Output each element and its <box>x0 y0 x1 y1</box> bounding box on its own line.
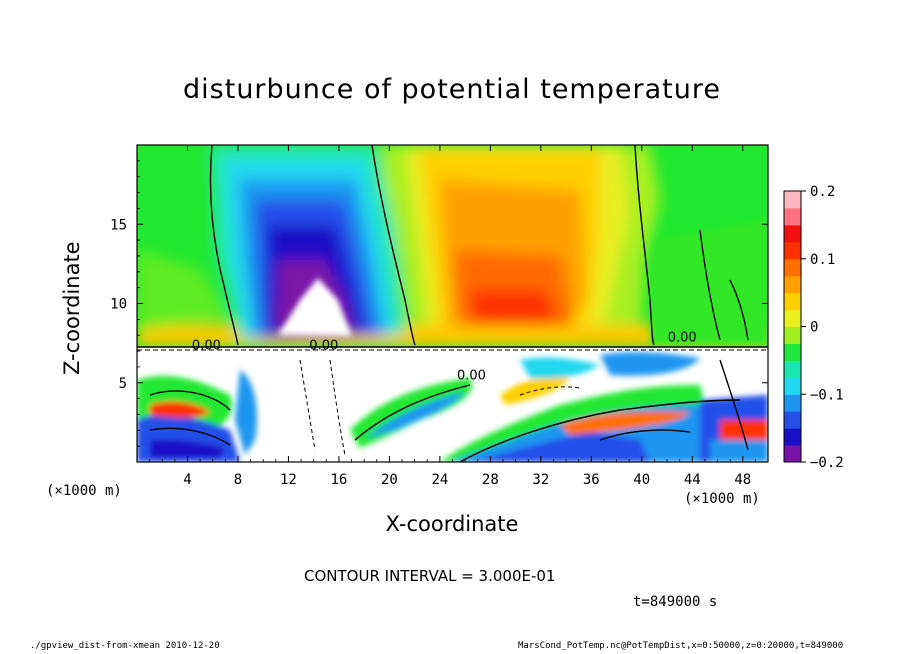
x-tick-label: 40 <box>633 472 650 488</box>
x-tick-label: 36 <box>583 472 600 488</box>
colorbar-swatch <box>784 191 801 209</box>
colorbar-swatch <box>784 411 801 429</box>
x-unit-label-right: (×1000 m) <box>684 491 760 507</box>
colorbar-swatch <box>784 360 801 378</box>
contour-label: 0.00 <box>457 369 486 384</box>
colorbar-swatch <box>784 275 801 294</box>
x-tick-label: 44 <box>684 472 701 488</box>
x-tick-label: 20 <box>381 472 398 488</box>
x-unit-label-left: (×1000 m) <box>46 483 122 499</box>
colorbar-swatch <box>784 428 801 446</box>
contour-label: 0.00 <box>192 338 221 353</box>
colorbar-tick-label: 0 <box>810 320 818 336</box>
colorbar-swatch <box>784 292 801 311</box>
contour-interval: CONTOUR INTERVAL = 3.000E-01 <box>304 567 556 585</box>
x-tick-label: 48 <box>734 472 751 488</box>
colorbar-tick-label: −0.2 <box>810 455 844 471</box>
colorbar: 0.2 0.1 0 −0.1 −0.2 <box>783 184 844 471</box>
contour-lines <box>137 145 768 462</box>
colorbar-swatch <box>784 224 801 243</box>
y-tick-label: 10 <box>110 297 127 313</box>
x-tick-label: 32 <box>532 472 549 488</box>
footer-left: ./gpview_dist-from-xmean 2010-12-20 <box>30 641 220 651</box>
time-label: t=849000 s <box>633 594 718 610</box>
x-tick-label: 12 <box>280 472 297 488</box>
colorbar-swatch <box>784 394 801 412</box>
colorbar-swatch <box>784 343 801 361</box>
colorbar-swatch <box>784 377 801 395</box>
contour-label: 0.00 <box>668 331 697 346</box>
y-tick-label: 15 <box>110 217 127 233</box>
colorbar-swatch <box>784 241 801 260</box>
x-tick-label: 4 <box>183 472 191 488</box>
chart-title: disturbunce of potential temperature <box>183 74 721 105</box>
y-tick-label: 5 <box>119 376 127 392</box>
colorbar-tick-label: 0.2 <box>810 184 835 200</box>
colorbar-swatch <box>784 445 801 463</box>
colorbar-tick-label: 0.1 <box>810 252 835 268</box>
colorbar-swatch <box>784 258 801 277</box>
contour-label-layer: 0.00 0.00 0.00 0.00 <box>192 331 697 384</box>
x-axis-label: X-coordinate <box>385 512 519 536</box>
footer-right: MarsCond_PotTemp.nc@PotTempDist,x=0:5000… <box>518 641 844 651</box>
heatmap-field <box>137 145 768 462</box>
colorbar-tick-label: −0.1 <box>810 387 844 403</box>
x-tick-label: 28 <box>482 472 499 488</box>
colorbar-swatch <box>784 207 801 226</box>
x-tick-label: 8 <box>234 472 242 488</box>
contour-label: 0.00 <box>309 338 338 353</box>
colorbar-swatch <box>784 326 801 344</box>
x-tick-label: 16 <box>330 472 347 488</box>
x-tick-label: 24 <box>431 472 448 488</box>
colorbar-swatch <box>784 309 801 327</box>
